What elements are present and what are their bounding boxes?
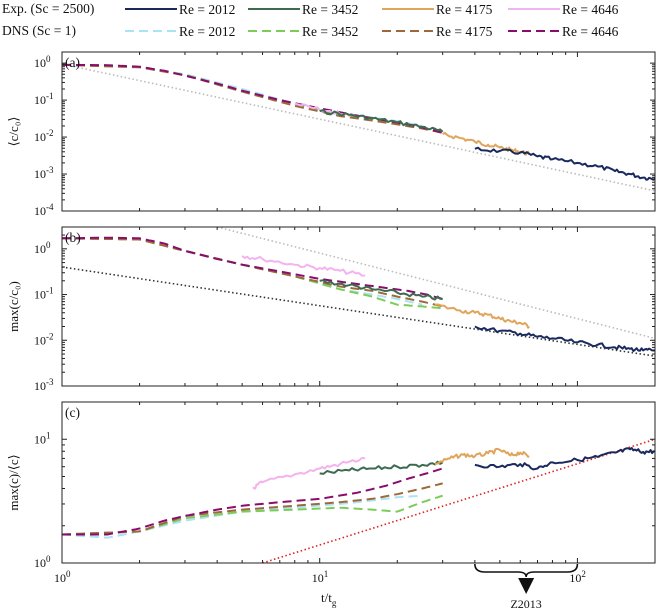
legend-label: Re = 4646 — [562, 2, 619, 17]
panel-label: (c) — [65, 405, 80, 420]
series-dns-re-4175 — [62, 63, 443, 134]
series-group-2 — [62, 438, 655, 563]
y-tick-label: 10-1 — [34, 91, 54, 107]
series-exp-re-3452 — [319, 460, 444, 475]
legend-label: Re = 2012 — [179, 24, 235, 39]
series-exp-re-2012 — [474, 447, 655, 471]
legend: Exp. (Sc = 2500) DNS (Sc = 1) Re = 2012 R… — [2, 1, 619, 39]
y-tick-label: 100 — [34, 54, 51, 70]
legend-label: Re = 3452 — [302, 2, 358, 17]
series-reference-slope — [262, 438, 655, 563]
series-dns-re-4646 — [62, 467, 443, 536]
series-dns-re-3452 — [62, 494, 443, 536]
x-tick-label: 101 — [312, 569, 329, 585]
legend-label: Re = 4646 — [562, 24, 619, 39]
panel-frame-2 — [61, 401, 656, 564]
x-axis-labels: 100 101 102 — [54, 569, 586, 585]
series-dns-re-2012 — [62, 494, 423, 539]
y-axis-label: max(c)/⟨c⟩ — [6, 454, 21, 510]
series-lower-reference-slope — [62, 266, 655, 357]
y-axis-label: ⟨c/c₀⟩ — [6, 117, 21, 147]
legend-label: Re = 4175 — [436, 24, 493, 39]
y-tick-label: 101 — [34, 430, 51, 446]
x-tick-label: 100 — [54, 569, 71, 585]
panel-frame-1 — [61, 226, 656, 387]
panel-label: (a) — [65, 55, 80, 70]
y-tick-label: 10-4 — [34, 202, 54, 218]
y-tick-label: 10-1 — [34, 286, 54, 302]
x-tick-label: 102 — [569, 569, 586, 585]
x-axis-label-sub: g — [332, 598, 337, 608]
y-tick-label: 10-3 — [34, 377, 54, 393]
y-axis-label: max(c/c₀) — [6, 281, 21, 332]
series-exp-re-2012 — [474, 325, 655, 352]
z2013-label: Z2013 — [510, 597, 541, 611]
panel-0: 100 10-1 10-2 10-3 10-4 (a) ⟨c/c₀⟩ — [6, 51, 656, 218]
series-group-1 — [62, 227, 655, 357]
series-exp-re-3452 — [319, 279, 443, 301]
y-tick-label: 10-3 — [34, 165, 54, 181]
panel-frame-0 — [61, 51, 656, 212]
z2013-annotation: Z2013 — [474, 563, 579, 611]
series-exp-re-2012 — [474, 146, 655, 181]
x-axis-label: t/tg — [321, 590, 337, 608]
series-exp-re-4175 — [434, 303, 530, 329]
series-reference-slope — [62, 63, 655, 192]
series-dns-re-4646 — [62, 236, 443, 300]
series-exp-re-4646 — [252, 456, 366, 490]
series-exp-re-4175 — [434, 447, 530, 466]
z2013-brace — [474, 563, 579, 578]
series-dns-re-4175 — [62, 482, 443, 536]
panels: 10010-110-210-310-4(a)⟨c/c₀⟩10010-110-21… — [6, 51, 656, 570]
series-upper-reference-slope — [217, 227, 655, 340]
y-tick-label: 10-2 — [34, 331, 54, 347]
x-axis-label-main: t/t — [321, 590, 332, 605]
series-exp-re-4646 — [241, 255, 366, 277]
y-tick-label: 100 — [34, 240, 51, 256]
panel-label: (b) — [65, 230, 81, 245]
legend-label: Re = 2012 — [179, 2, 235, 17]
series-dns-re-4646 — [62, 63, 443, 134]
legend-label: Re = 4175 — [436, 2, 493, 17]
legend-dns-title: DNS (Sc = 1) — [2, 23, 76, 38]
y-tick-label: 100 — [34, 554, 51, 570]
legend-exp-title: Exp. (Sc = 2500) — [2, 1, 94, 16]
y-tick-label: 10-2 — [34, 128, 54, 144]
series-group-0 — [62, 63, 655, 192]
series-dns-re-4175 — [62, 237, 443, 308]
legend-label: Re = 3452 — [302, 24, 358, 39]
panel-1: 100 10-1 10-2 10-3 (b) max(c/c₀) — [6, 226, 656, 393]
series-exp-re-3452 — [319, 108, 444, 133]
z2013-arrow-icon — [518, 578, 535, 594]
panel-2: 100 101 (c) max(c)/⟨c⟩ — [6, 401, 656, 570]
